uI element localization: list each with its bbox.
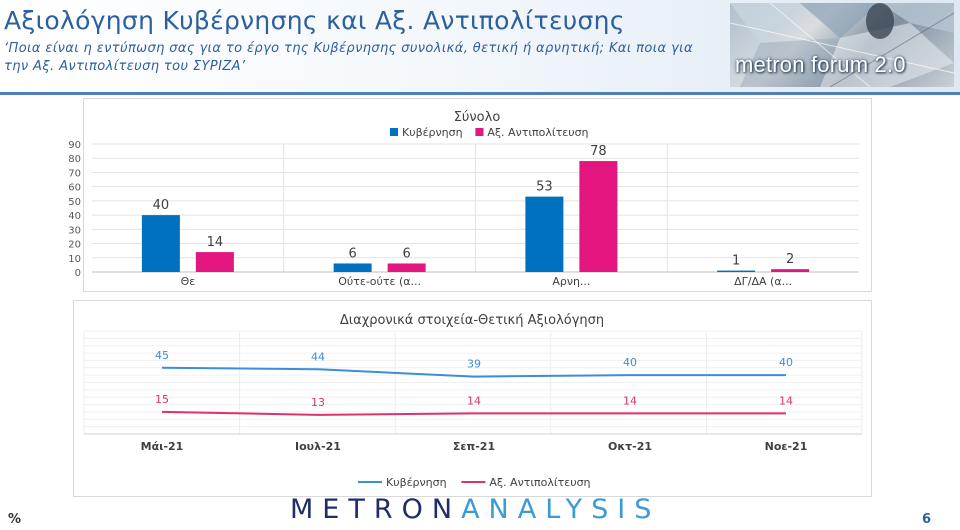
x-category-label: Αρνη... (552, 275, 590, 288)
line-data-label: 45 (155, 349, 169, 362)
y-tick-label: 20 (68, 240, 81, 251)
page-subtitle: ‘Ποια είναι η εντύπωση σας για το έργο τ… (4, 41, 693, 74)
line-data-label: 14 (467, 394, 481, 407)
trend-line-chart: Διαχρονικά στοιχεία-Θετική Αξιολόγηση Μάι… (73, 300, 872, 497)
header-divider (0, 92, 960, 95)
bar-0-2 (525, 196, 564, 272)
line-data-label: 40 (779, 356, 793, 369)
x-category-label: Νοε-21 (765, 440, 808, 453)
line-chart-title: Διαχρονικά στοιχεία-Θετική Αξιολόγηση (340, 313, 604, 328)
bar-0-1 (333, 263, 372, 272)
y-tick-label: 70 (68, 168, 81, 179)
bar-data-label: 2 (786, 252, 794, 267)
bar-data-label: 1 (732, 254, 740, 269)
x-category-label: ΔΓ/ΔΑ (α... (734, 275, 792, 288)
y-tick-label: 10 (68, 254, 81, 265)
y-tick-label: 90 (68, 140, 81, 151)
line-data-label: 15 (155, 393, 169, 406)
bar-chart-title: Σύνολο (454, 110, 501, 125)
bar-data-label: 6 (402, 246, 410, 261)
legend-swatch-0 (390, 128, 398, 136)
bar-1-2 (579, 161, 618, 272)
line-data-label: 44 (311, 350, 325, 363)
y-tick-label: 0 (75, 268, 81, 279)
line-chart-canvas: Διαχρονικά στοιχεία-Θετική Αξιολόγηση Μάι… (83, 313, 863, 489)
x-category-label: Μάι-21 (141, 440, 184, 453)
x-category-label: Θε (181, 275, 196, 288)
logo-metron: METRON (290, 494, 462, 525)
bar-0-3 (717, 270, 756, 272)
forum-logo-text: metron forum 2.0 (735, 52, 906, 77)
total-bar-chart: Σύνολο Κυβέρνηση Αξ. Αντιπολίτευση 0 10 20 30 4… (68, 98, 872, 292)
y-tick-label: 40 (68, 211, 81, 222)
x-category-label: Οκτ-21 (608, 440, 652, 453)
legend-swatch-1 (475, 128, 484, 136)
legend-label-0: Κυβέρνηση (386, 476, 447, 489)
page-title: Αξιολόγηση Κυβέρνησης και Αξ. Αντιπολίτε… (4, 6, 625, 35)
legend-label-0: Κυβέρνηση (402, 126, 463, 139)
x-category-label: Ούτε-ούτε (α... (338, 275, 421, 288)
line-data-label: 14 (623, 394, 637, 407)
bar-1-3 (771, 269, 810, 272)
legend-label-1: Αξ. Αντιπολίτευση (487, 126, 588, 139)
line-data-label: 39 (467, 358, 481, 371)
x-category-label: Σεπ-21 (453, 440, 495, 453)
y-tick-label: 80 (68, 154, 81, 165)
forum-logo-image: metron forum 2.0 (730, 3, 954, 87)
series-line-1 (161, 410, 786, 416)
bar-data-label: 14 (207, 235, 224, 250)
bar-0-0 (141, 215, 180, 272)
bar-data-label: 6 (348, 246, 356, 261)
legend-label-1: Αξ. Αντιπολίτευση (489, 476, 590, 489)
y-tick-label: 50 (68, 197, 81, 208)
x-category-label: Ιουλ-21 (295, 440, 341, 453)
header-banner: Αξιολόγηση Κυβέρνησης και Αξ. Αντιπολίτε… (0, 0, 960, 92)
line-data-label: 40 (623, 356, 637, 369)
page-number: 6 (922, 512, 932, 527)
y-tick-label: 30 (68, 225, 81, 236)
logo-analysis: ANALYSIS (461, 494, 661, 525)
bar-data-label: 40 (153, 198, 170, 213)
y-tick-label: 60 (68, 183, 81, 194)
bar-data-label: 78 (590, 144, 607, 159)
bar-data-label: 53 (536, 180, 553, 195)
bar-1-0 (195, 252, 234, 272)
series-line-0 (161, 366, 786, 378)
line-data-label: 13 (311, 396, 325, 409)
bar-1-1 (387, 263, 426, 272)
metron-analysis-logo: METRONANALYSIS (290, 494, 660, 525)
logo-background-graphic (730, 3, 954, 87)
line-data-label: 14 (779, 394, 793, 407)
percent-unit-label: % (8, 512, 22, 527)
